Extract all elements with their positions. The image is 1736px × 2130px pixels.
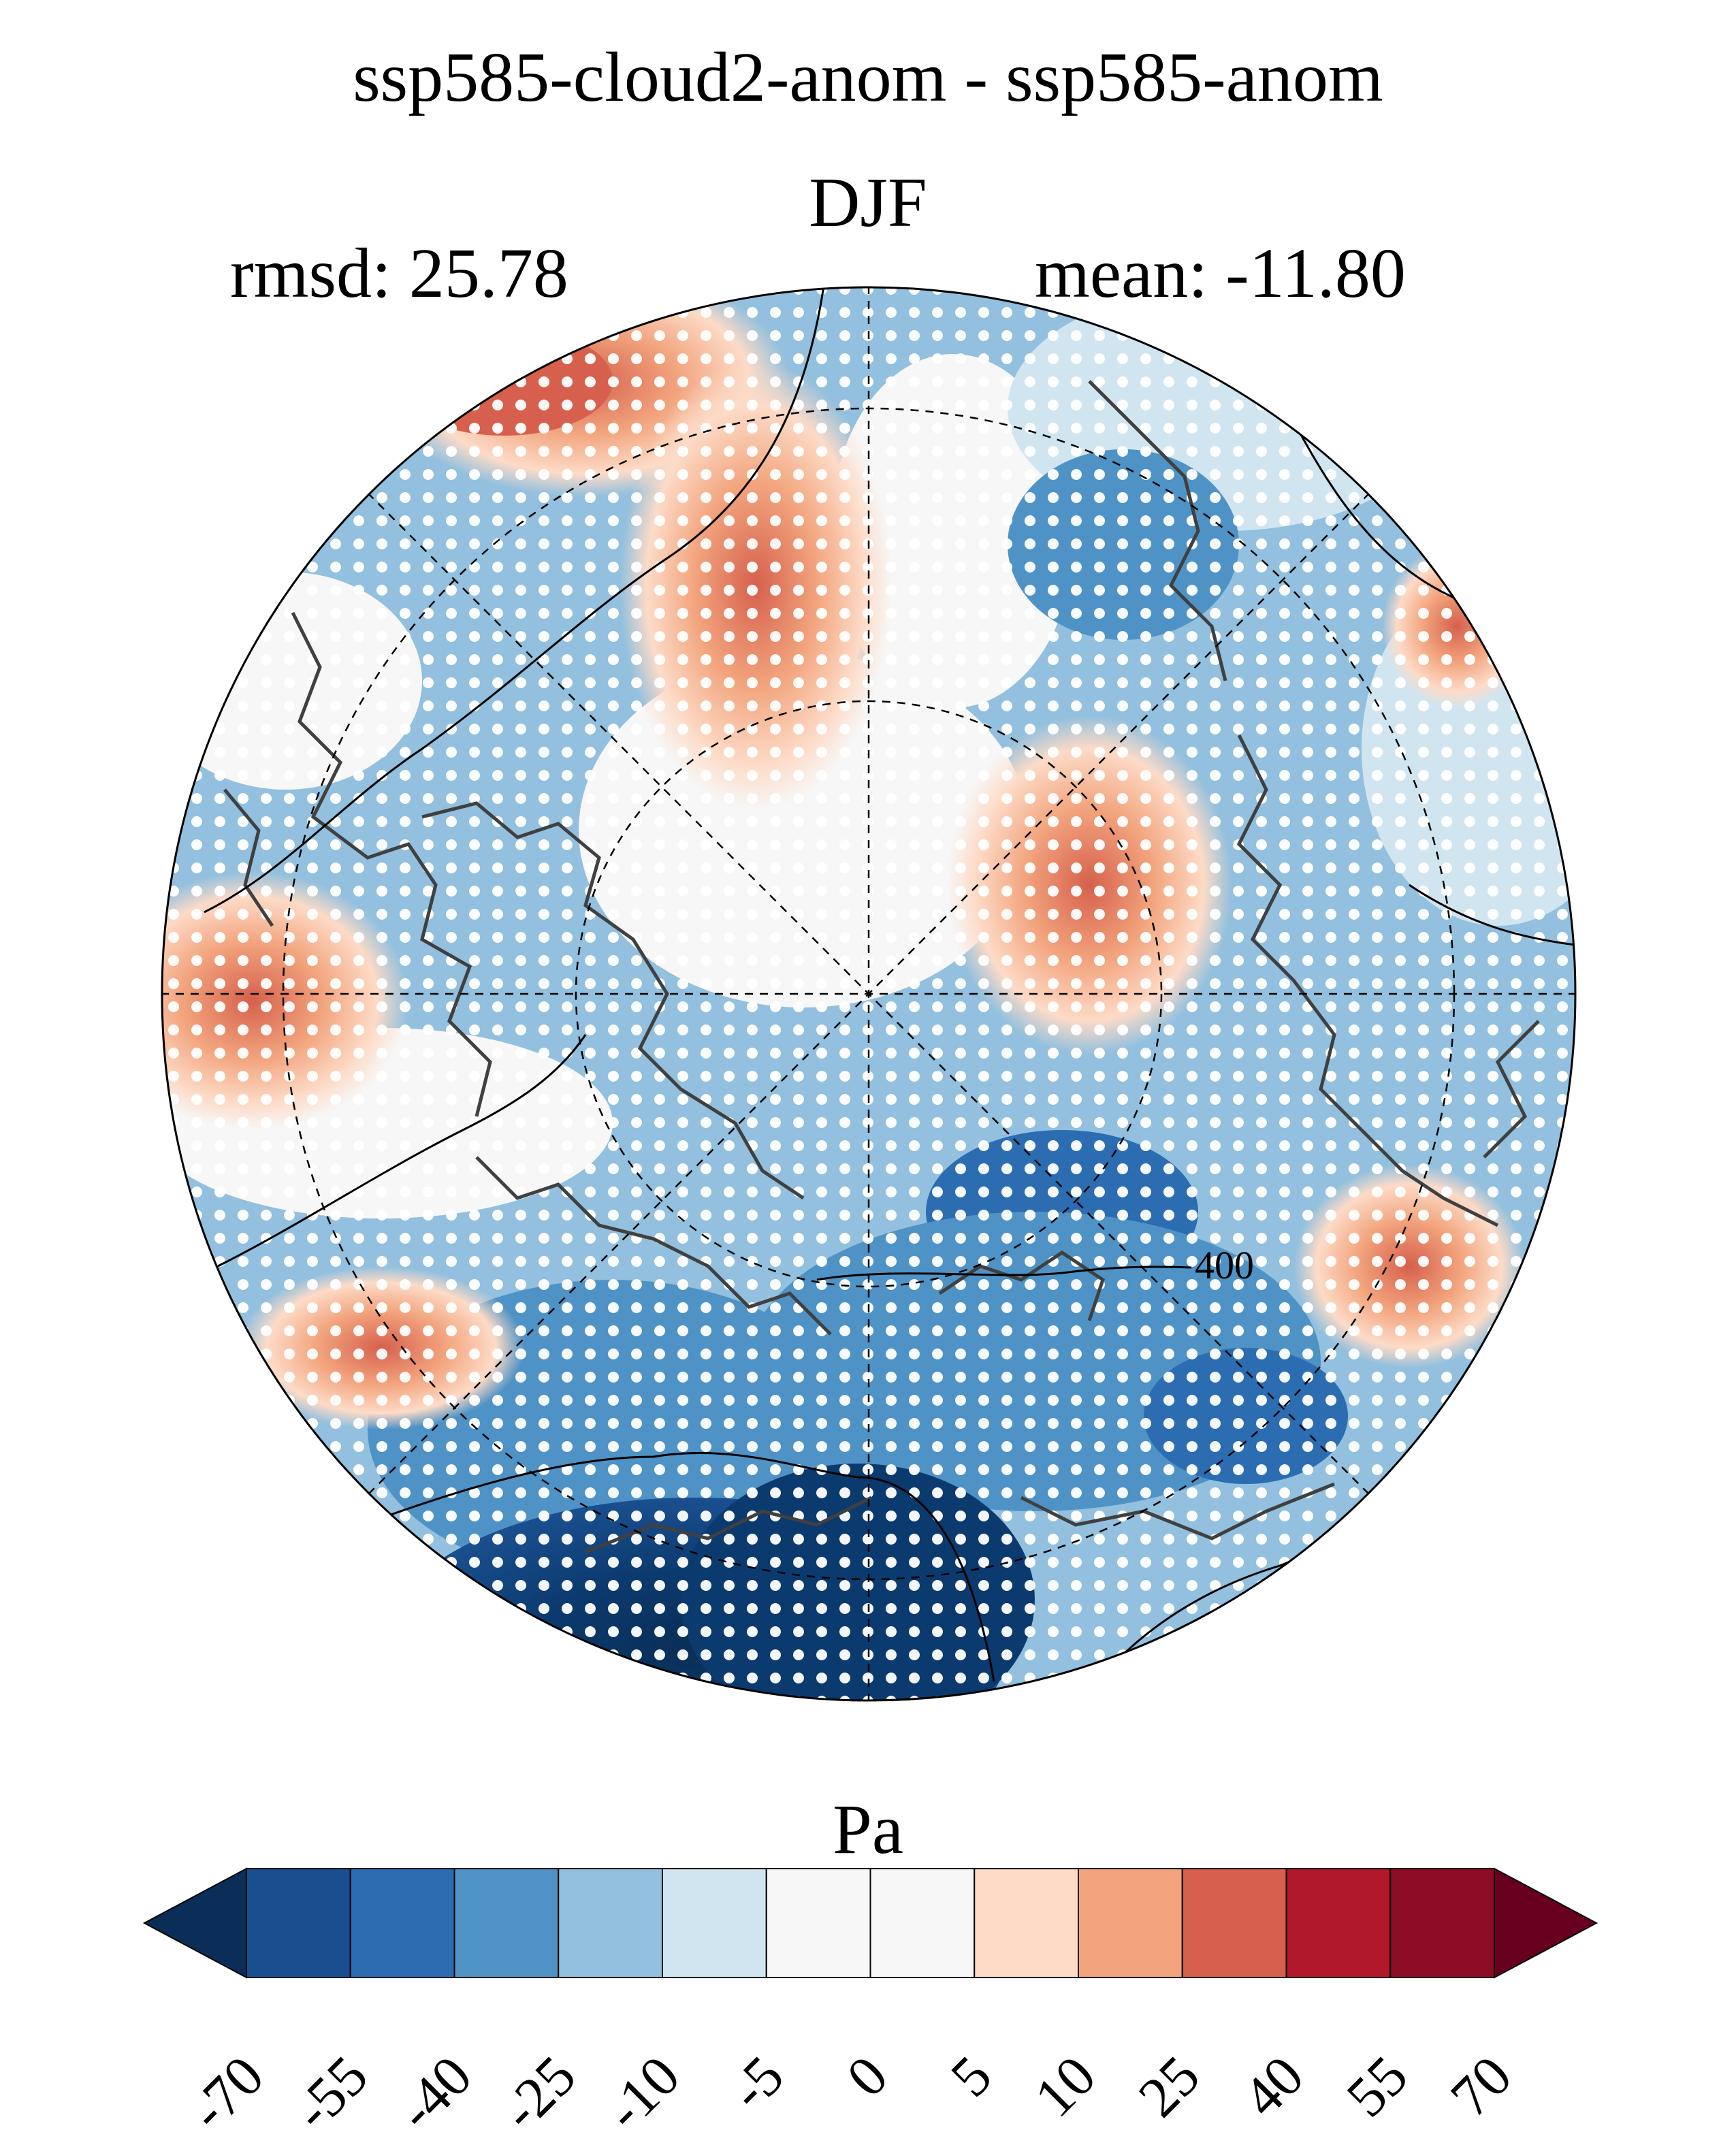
anomaly-field bbox=[162, 287, 1575, 1700]
colorbar-tick-label: 70 bbox=[1438, 2044, 1524, 2124]
rmsd-label: rmsd: 25.78 bbox=[230, 234, 568, 312]
colorbar-bin bbox=[662, 1868, 767, 1978]
colorbar-tick-label: 0 bbox=[835, 2044, 899, 2109]
colorbar-svg: -70 -55 -40 -25 -10 -5 0 5 10 25 40 55 70 bbox=[142, 1867, 1598, 2130]
colorbar-bin bbox=[869, 1868, 976, 1978]
colorbar-bin bbox=[765, 1868, 871, 1978]
colorbar-bin bbox=[1389, 1868, 1495, 1978]
colorbar-bin bbox=[1078, 1868, 1183, 1978]
colorbar: -70 -55 -40 -25 -10 -5 0 5 10 25 40 55 70 bbox=[0, 1852, 1736, 2130]
polar-map: 400 bbox=[161, 286, 1577, 1702]
colorbar-tick-label: -5 bbox=[718, 2044, 796, 2123]
colorbar-tick-label: 40 bbox=[1231, 2044, 1316, 2124]
colorbar-extend-low bbox=[142, 1867, 247, 1979]
colorbar-tick-label: 5 bbox=[939, 2044, 1003, 2109]
colorbar-tick-label: 25 bbox=[1127, 2044, 1212, 2124]
colorbar-tick-label: -70 bbox=[177, 2044, 276, 2124]
colorbar-bin bbox=[558, 1868, 663, 1978]
plot-title: ssp585-cloud2-anom - ssp585-anom bbox=[353, 38, 1383, 116]
colorbar-tick-label: -25 bbox=[489, 2044, 588, 2124]
coastlines bbox=[223, 380, 1540, 1554]
map-svg: 400 bbox=[161, 286, 1577, 1702]
colorbar-tick-label: -10 bbox=[593, 2044, 692, 2124]
season-label: DJF bbox=[809, 163, 927, 242]
colorbar-bin bbox=[349, 1868, 455, 1978]
colorbar-tick-label: -40 bbox=[385, 2044, 484, 2124]
colorbar-tick-label: 10 bbox=[1023, 2044, 1108, 2124]
colorbar-extend-high bbox=[1494, 1867, 1598, 1979]
contour-label: 400 bbox=[1195, 1243, 1254, 1287]
colorbar-bin bbox=[1181, 1868, 1287, 1978]
mean-label: mean: -11.80 bbox=[1035, 234, 1406, 312]
graticule bbox=[162, 287, 1575, 1700]
colorbar-tick-label: 55 bbox=[1335, 2044, 1420, 2124]
map-boundary bbox=[161, 286, 1577, 1702]
colorbar-bin bbox=[1285, 1868, 1392, 1978]
colorbar-unit: Pa bbox=[833, 1790, 903, 1869]
colorbar-bin bbox=[453, 1868, 560, 1978]
colorbar-bin bbox=[246, 1868, 351, 1978]
colorbar-tick-label: -55 bbox=[281, 2044, 380, 2124]
colorbar-bin bbox=[974, 1868, 1079, 1978]
